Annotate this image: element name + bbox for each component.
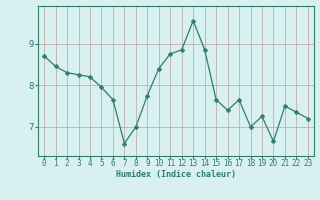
- X-axis label: Humidex (Indice chaleur): Humidex (Indice chaleur): [116, 170, 236, 179]
